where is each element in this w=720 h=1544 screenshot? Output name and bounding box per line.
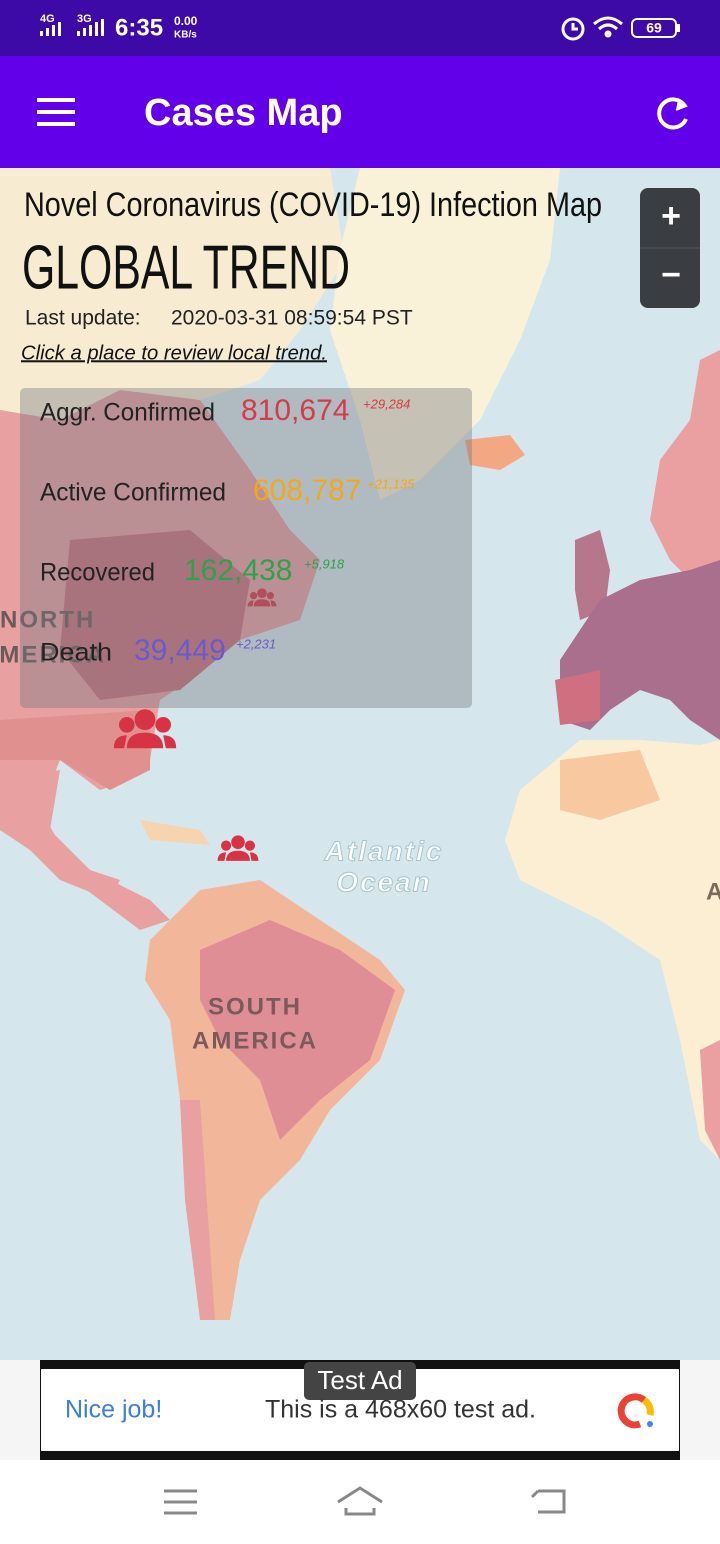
case-markers	[113, 588, 277, 861]
stat-label: Recovered	[40, 559, 155, 587]
ad-logo	[617, 1393, 654, 1429]
land-scandinavia	[650, 350, 720, 580]
land-brazil	[200, 920, 395, 1140]
ad-badge-bg	[304, 1362, 416, 1400]
land-north-africa	[560, 750, 660, 820]
stat-value: 39,449	[134, 634, 226, 667]
stat-delta: +2,231	[236, 636, 276, 651]
signal-icon	[40, 19, 104, 36]
last-update: 2020-03-31 08:59:54 PST	[171, 307, 413, 330]
place-label: SOUTH	[208, 993, 302, 1020]
land-cuba	[140, 820, 210, 845]
land-south-africa	[700, 1040, 720, 1160]
place-label: AMERICA	[192, 1027, 318, 1054]
stat-label: Aggr. Confirmed	[40, 399, 215, 427]
battery-level: 69	[646, 20, 662, 36]
land-iberia	[555, 670, 600, 725]
place-label: Ocean	[336, 866, 432, 897]
land-usa	[0, 710, 150, 790]
nav-menu-button[interactable]	[164, 1489, 197, 1515]
zoom-out-button[interactable]: −	[661, 256, 681, 294]
case-marker[interactable]	[217, 835, 259, 861]
place-label: A	[706, 878, 720, 905]
speed-unit: KB/s	[174, 30, 197, 41]
app-title: Cases Map	[144, 92, 343, 134]
stat-delta: +21,135	[367, 476, 415, 491]
alarm-icon	[561, 17, 585, 41]
stats-panel	[20, 388, 472, 708]
speed: 0.00	[174, 14, 198, 28]
clock: 6:35	[115, 14, 163, 41]
map-title: Novel Coronavirus (COVID-19) Infection M…	[24, 186, 602, 224]
wifi-icon	[593, 16, 623, 38]
stat-value: 810,674	[241, 394, 349, 427]
status-bar	[0, 0, 720, 56]
last-update-label: Last update:	[25, 307, 141, 330]
stat-label: Active Confirmed	[40, 479, 226, 507]
stat-delta: +5,918	[304, 556, 345, 571]
place-label: Atlantic	[324, 835, 444, 866]
zoom-controls: + −	[640, 188, 700, 308]
nav-back-button[interactable]	[530, 1489, 566, 1514]
zoom-in-button[interactable]: +	[661, 197, 681, 235]
case-marker[interactable]	[113, 709, 177, 749]
stat-delta: +29,284	[363, 396, 410, 411]
land-greenland	[330, 168, 560, 500]
ad-headline: Nice job!	[65, 1396, 162, 1424]
ad-badge: Test Ad	[317, 1365, 402, 1395]
nav-bar	[0, 1460, 720, 1544]
place-label: AMERICA	[0, 641, 106, 668]
hint: Click a place to review local trend.	[21, 342, 327, 364]
land-africa	[505, 740, 720, 1160]
stats: Aggr. Confirmed 810,674 +29,284 Active C…	[40, 394, 415, 667]
land-uk	[575, 530, 610, 620]
battery-tip	[677, 24, 680, 32]
battery-icon	[631, 18, 677, 38]
land-canada-north	[0, 168, 345, 420]
land-chile	[180, 1100, 215, 1320]
place-label: NORTH	[0, 606, 95, 633]
land-canada-east	[60, 530, 250, 700]
app-bar	[0, 56, 720, 168]
stat-value: 162,438	[184, 554, 292, 587]
stat-value: 608,787	[253, 474, 361, 507]
case-marker[interactable]	[247, 588, 277, 607]
nav-home-button[interactable]	[337, 1486, 383, 1516]
refresh-button[interactable]	[657, 97, 688, 130]
land-mexico	[0, 770, 120, 900]
network-label: 3G	[77, 13, 92, 25]
network-label: 4G	[40, 13, 55, 25]
map-heading: GLOBAL TREND	[22, 233, 350, 302]
menu-button[interactable]	[37, 98, 75, 126]
map-land	[0, 168, 720, 1320]
stat-label: Death	[40, 639, 112, 667]
land-iceland	[465, 435, 525, 470]
ad-body: This is a 468x60 test ad.	[265, 1396, 536, 1424]
place-labels: NORTH AMERICA Atlantic Ocean SOUTH AMERI…	[0, 606, 720, 1054]
